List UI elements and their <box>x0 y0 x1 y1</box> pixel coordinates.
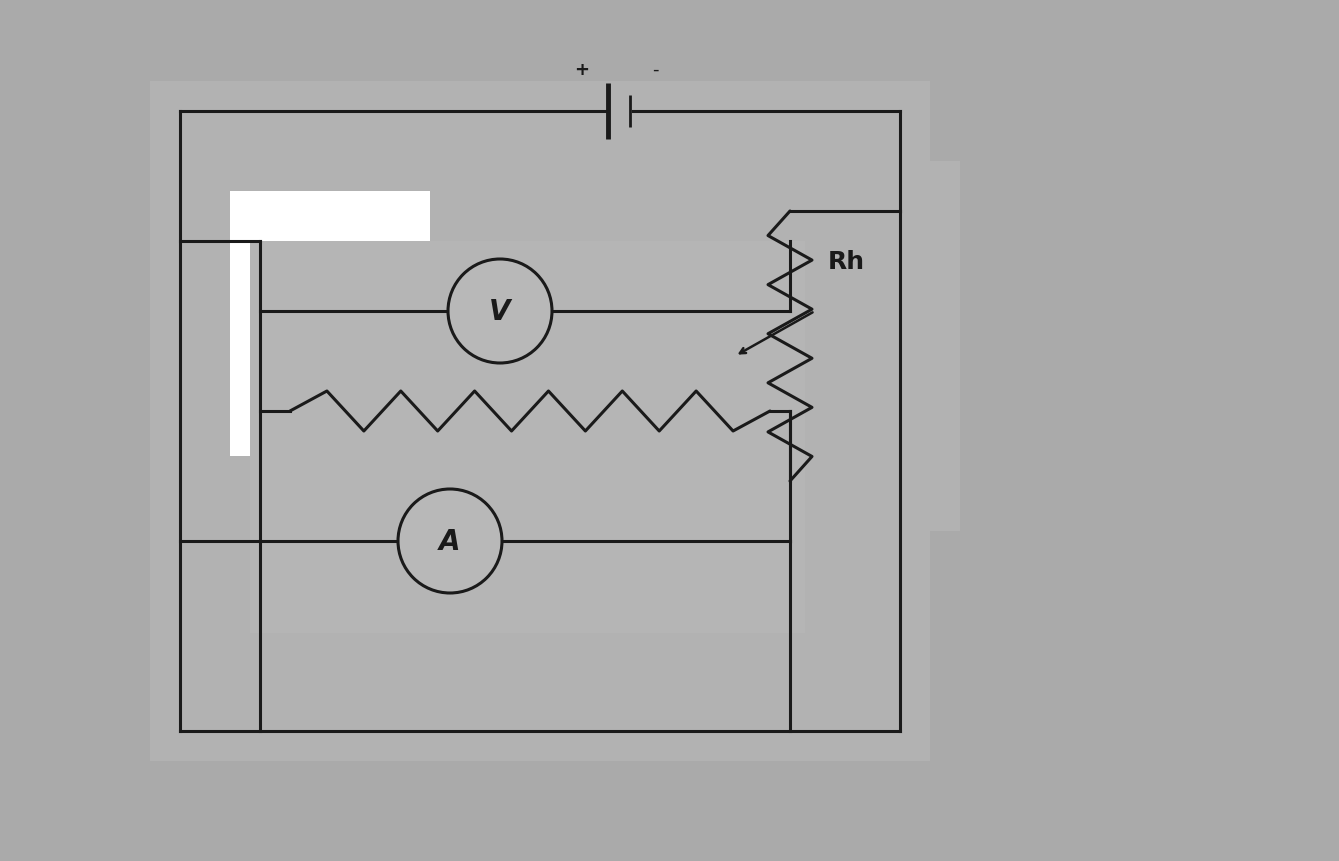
Bar <box>250 242 805 633</box>
Bar <box>740 162 960 531</box>
Text: Rh: Rh <box>828 250 865 274</box>
Text: +: + <box>574 61 589 79</box>
Bar <box>230 192 430 456</box>
Text: -: - <box>652 61 659 79</box>
Bar <box>150 82 931 761</box>
Text: A: A <box>439 528 461 555</box>
Circle shape <box>398 489 502 593</box>
Circle shape <box>449 260 552 363</box>
Text: V: V <box>489 298 510 325</box>
